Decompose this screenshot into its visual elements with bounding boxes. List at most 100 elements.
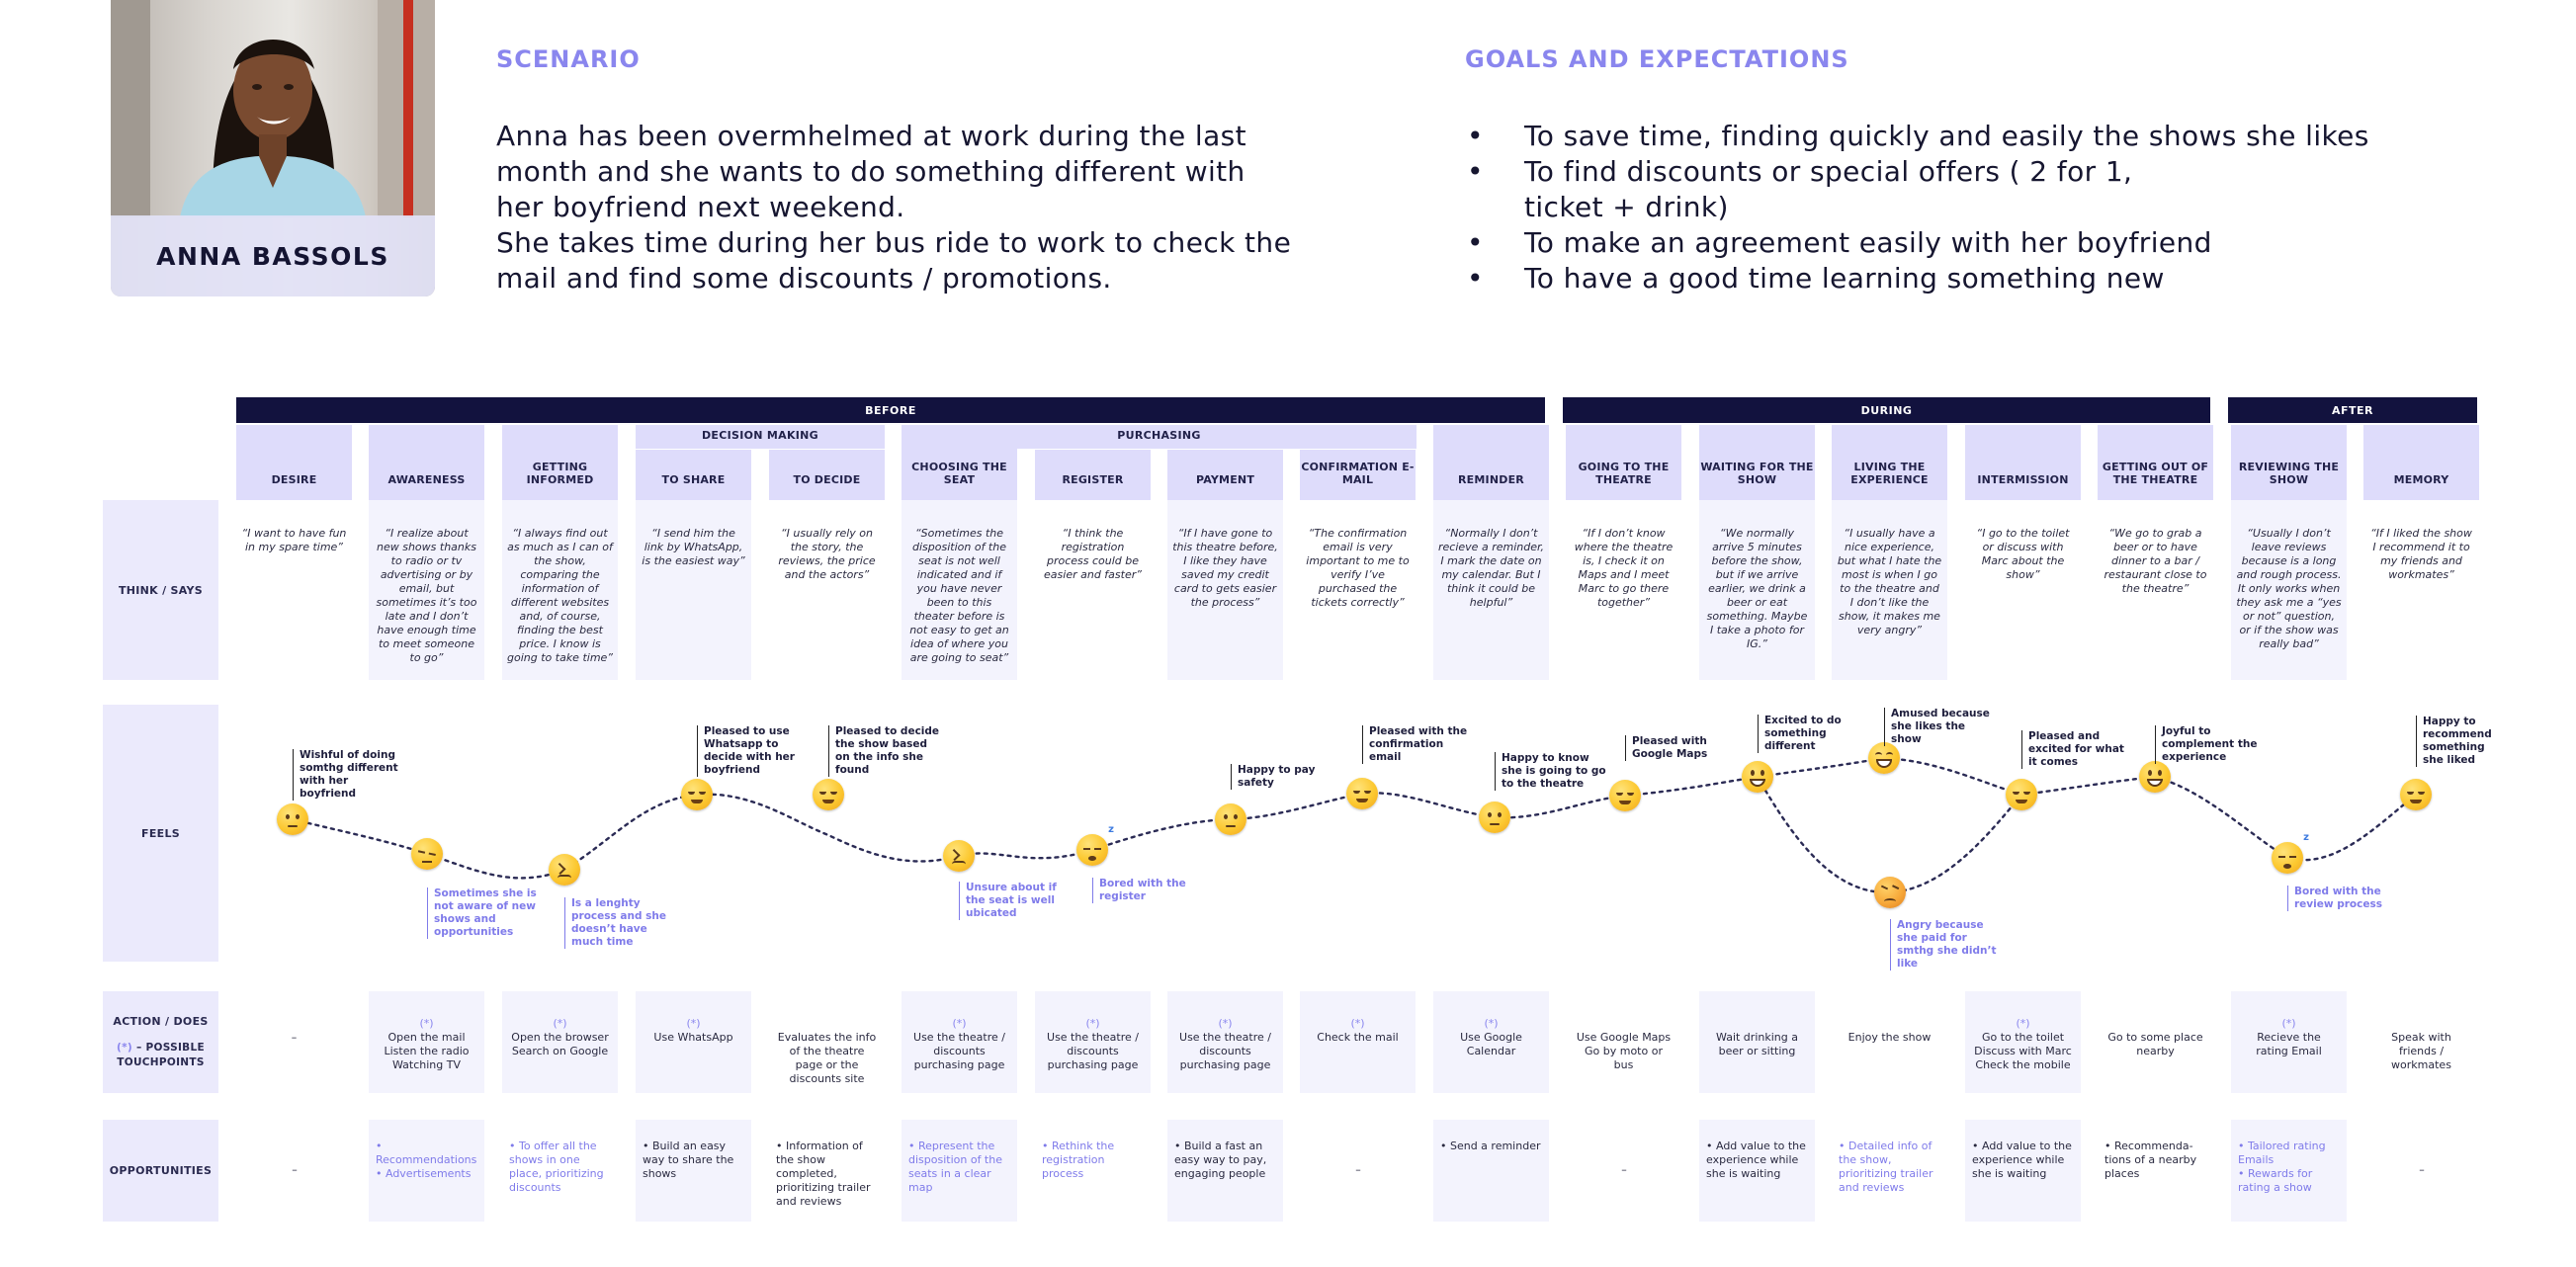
angry-face-icon — [1874, 877, 1906, 908]
think-says-cell: “I want to have fun in my spare time” — [241, 527, 347, 553]
think-says-cell: “I send him the link by WhatsApp, is the… — [636, 500, 751, 680]
stage-header: AWARENESS — [369, 425, 484, 500]
goal-item: To find discounts or special offers ( 2 … — [1463, 154, 2196, 225]
scenario-text: Anna has been overmhelmed at work during… — [496, 119, 1297, 296]
opportunity-cell: – — [236, 1120, 352, 1222]
think-says-cell: “The confirmation email is very importan… — [1306, 527, 1410, 609]
think-says-cell: “We normally arrive 5 minutes before the… — [1699, 500, 1815, 680]
opportunity-cell: – — [1566, 1120, 1681, 1222]
goal-item: To make an agreement easily with her boy… — [1463, 225, 2550, 261]
row-label-action-text: ACTION / DOES — [113, 1015, 209, 1028]
opportunity-cell: • Build an easy way to share the shows — [636, 1120, 751, 1222]
action-cell: (*) Use the theatre / discounts purchasin… — [1167, 991, 1283, 1093]
stage-header: CHOOSING THE SEAT — [902, 425, 1017, 500]
action-cell: (*) Use the theatre / discounts purchasin… — [902, 991, 1017, 1093]
stage-header: CONFIRMATION E-MAIL — [1300, 450, 1416, 500]
touchpoint-marker: (*) — [686, 1017, 701, 1030]
relieved-face-icon — [2400, 779, 2432, 810]
feel-label: Happy to recommend something she liked — [2416, 716, 2492, 767]
action-text: Use the theatre / discounts purchasing p… — [913, 1031, 1005, 1071]
stage-header: INTERMISSION — [1965, 425, 2081, 500]
feel-label: Pleased to use Whatsapp to decide with h… — [697, 725, 811, 777]
sleepy-face-icon: z — [2272, 832, 2309, 874]
goals-list: To save time, finding quickly and easily… — [1463, 119, 2550, 296]
action-cell: Go to some place nearby — [2098, 991, 2213, 1093]
opportunity-cell: • Add value to the experience while she … — [1965, 1120, 2081, 1222]
action-text: Use WhatsApp — [653, 1031, 733, 1044]
feel-label: Sometimes she is not aware of new shows … — [427, 887, 541, 939]
think-says-cell: “I go to the toilet or discuss with Marc… — [1976, 527, 2070, 581]
stage-header: GETTING OUT OF THE THEATRE — [2098, 425, 2213, 500]
feel-label: Joyful to complement the experience — [2155, 725, 2269, 764]
touchpoints-note: – POSSIBLE TOUCHPOINTS — [117, 1042, 205, 1068]
action-text: Use Google Calendar — [1460, 1031, 1522, 1057]
confounded-face-icon — [549, 854, 580, 886]
feel-label: Unsure about if the seat is well ubicate… — [959, 882, 1073, 920]
think-says-cell: “I always find out as much as I can of t… — [502, 500, 618, 680]
row-label-action: ACTION / DOES (*) – POSSIBLE TOUCHPOINTS — [103, 991, 218, 1093]
action-cell: – — [236, 991, 352, 1093]
action-cell: (*) Go to the toilet Discuss with Marc Ch… — [1965, 991, 2081, 1093]
row-label-think: THINK / SAYS — [103, 500, 218, 680]
think-says-cell: “Sometimes the disposition of the seat i… — [902, 500, 1017, 680]
feel-label: Is a lenghty process and she doesn’t hav… — [564, 897, 678, 949]
feel-label: Wishful of doing somthg different with h… — [293, 749, 406, 801]
stage-header: TO SHARE — [636, 450, 751, 500]
opportunity-cell: • Build a fast an easy way to pay, engag… — [1167, 1120, 1283, 1222]
row-label-action-note: (*) – POSSIBLE TOUCHPOINTS — [117, 1042, 205, 1068]
action-text: Check the mail — [1317, 1031, 1399, 1044]
emotion-path-upper — [291, 756, 2418, 880]
feel-label: Pleased and excited for what it comes — [2021, 730, 2135, 769]
row-label-opportunities: OPPORTUNITIES — [103, 1120, 218, 1222]
action-cell: (*) Use Google Calendar — [1433, 991, 1549, 1093]
think-says-cell: “If I don’t know where the theatre is, I… — [1574, 527, 1674, 609]
scenario-line: Anna has been overmhelmed at work during… — [496, 120, 1247, 223]
action-text: Open the browser Search on Google — [511, 1031, 609, 1057]
think-says-cell: “If I have gone to this theatre before, … — [1167, 500, 1283, 680]
phase-before: BEFORE — [236, 397, 1545, 423]
action-cell: Use Google Maps Go by moto or bus — [1566, 991, 1681, 1093]
opportunity-item: • Build a fast an easy way to pay, engag… — [1174, 1140, 1267, 1180]
goal-item: To save time, finding quickly and easily… — [1463, 119, 2550, 154]
feel-label: Angry because she paid for smthg she did… — [1890, 919, 2004, 971]
action-text: Wait drinking a beer or sitting — [1716, 1031, 1798, 1057]
row-label-feels: FEELS — [103, 705, 218, 962]
opportunity-cell: • Detailed info of the show, prioritizin… — [1832, 1120, 1947, 1222]
opportunity-item: • Detailed info of the show, prioritizin… — [1839, 1140, 1933, 1194]
touchpoint-marker: (*) — [1218, 1017, 1233, 1030]
beaming-face-icon — [1868, 742, 1900, 774]
action-cell: (*) Check the mail — [1300, 991, 1416, 1093]
stage-header: WAITING FOR THE SHOW — [1699, 425, 1815, 500]
action-cell: Enjoy the show — [1832, 991, 1947, 1093]
opportunity-cell: • Recommendations • Advertisements — [369, 1120, 484, 1222]
stage-header: TO DECIDE — [769, 450, 885, 500]
opportunity-cell: • Tailored rating Emails • Rewards for ra… — [2231, 1120, 2347, 1222]
action-cell: Wait drinking a beer or sitting — [1699, 991, 1815, 1093]
opportunity-cell: • To offer all the shows in one place, p… — [502, 1120, 618, 1222]
opportunity-item: • Tailored rating Emails — [2238, 1140, 2326, 1166]
group-decision-making: DECISION MAKING — [701, 429, 819, 442]
touchpoint-marker: (*) — [553, 1017, 567, 1030]
action-cell: (*) Open the browser Search on Google — [502, 991, 618, 1093]
think-says-cell: “I usually have a nice experience, but w… — [1832, 500, 1947, 680]
think-says-cell: “I think the registration process could … — [1044, 527, 1142, 581]
opportunity-item: • Represent the disposition of the seats… — [908, 1140, 1002, 1194]
relieved-face-icon — [2006, 779, 2037, 810]
opportunity-item: • Advertisements — [376, 1167, 472, 1180]
persona-card: ANNA BASSOLS — [111, 0, 435, 296]
touchpoint-marker: (*) — [2281, 1017, 2296, 1030]
action-text: Enjoy the show — [1847, 1031, 1932, 1044]
touchpoint-marker: (*) — [1484, 1017, 1499, 1030]
stage-header: GETTING INFORMED — [502, 425, 618, 500]
opportunity-item: • Recommendations — [376, 1140, 477, 1166]
grinning-face-icon — [1742, 761, 1773, 793]
neutral-face-icon — [1215, 803, 1246, 835]
touchpoint-marker: (*) — [1085, 1017, 1100, 1030]
opportunity-cell: – — [2363, 1120, 2479, 1222]
opportunity-cell: • Add value to the experience while she … — [1699, 1120, 1815, 1222]
opportunity-cell: – — [1300, 1120, 1416, 1222]
opportunity-item: – — [1621, 1163, 1627, 1176]
feel-label: Happy to pay safety — [1231, 764, 1344, 790]
opportunity-cell: • Rethink the registration process — [1035, 1120, 1151, 1222]
opportunity-item: – — [2419, 1163, 2425, 1176]
